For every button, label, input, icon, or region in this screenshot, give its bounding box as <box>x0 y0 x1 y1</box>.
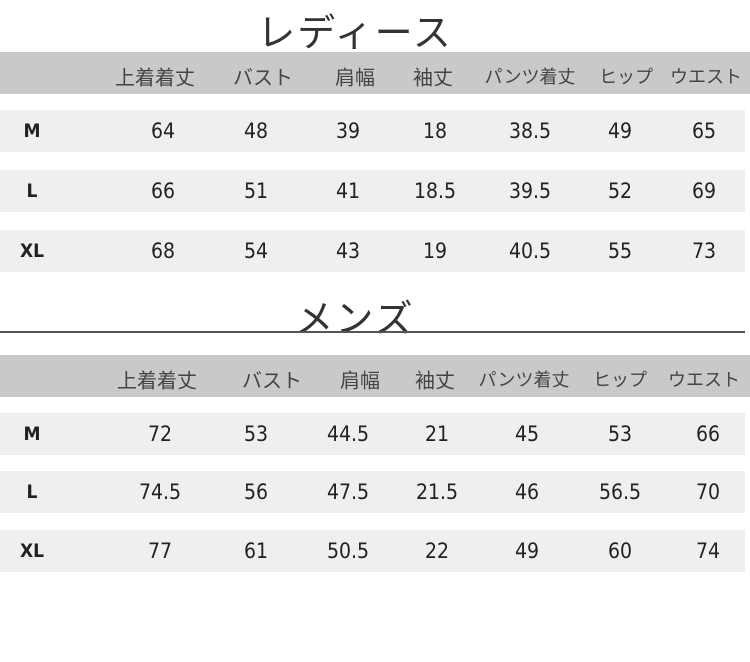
header-waist: ウエスト <box>668 370 740 392</box>
size-label: XL <box>19 240 45 262</box>
cell: 39 <box>335 119 361 143</box>
header-sleeve: 袖丈 <box>415 368 455 393</box>
table-row: M 64 48 39 18 38.5 49 65 <box>0 110 745 152</box>
size-label: M <box>23 120 41 142</box>
section-divider <box>0 331 745 333</box>
table-row: XL 68 54 43 19 40.5 55 73 <box>0 230 745 272</box>
header-waist: ウエスト <box>670 67 742 89</box>
cell: 49 <box>607 119 633 143</box>
cell: 70 <box>695 480 721 504</box>
cell: 44.5 <box>326 422 370 446</box>
cell: 50.5 <box>326 539 370 563</box>
header-pants-length: パンツ着丈 <box>484 67 576 89</box>
cell: 65 <box>691 119 717 143</box>
cell: 72 <box>147 422 173 446</box>
header-sleeve: 袖丈 <box>413 65 453 90</box>
cell: 45 <box>514 422 540 446</box>
table-row: L 74.5 56 47.5 21.5 46 56.5 70 <box>0 471 745 513</box>
cell: 66 <box>150 179 176 203</box>
cell: 19 <box>422 239 448 263</box>
header-hip: ヒップ <box>593 370 647 392</box>
header-hip: ヒップ <box>599 67 653 89</box>
cell: 73 <box>691 239 717 263</box>
cell: 48 <box>243 119 269 143</box>
table-row: M 72 53 44.5 21 45 53 66 <box>0 413 745 455</box>
header-bust: バスト <box>242 368 302 393</box>
ladies-title: レディース <box>257 11 453 55</box>
cell: 38.5 <box>508 119 552 143</box>
cell: 77 <box>147 539 173 563</box>
cell: 18.5 <box>413 179 457 203</box>
cell: 40.5 <box>508 239 552 263</box>
cell: 41 <box>335 179 361 203</box>
cell: 60 <box>607 539 633 563</box>
cell: 54 <box>243 239 269 263</box>
ladies-header-row: 上着着丈 バスト 肩幅 袖丈 パンツ着丈 ヒップ ウエスト <box>0 52 750 94</box>
cell: 69 <box>691 179 717 203</box>
size-label: L <box>26 481 38 503</box>
header-jacket-length: 上着着丈 <box>115 65 195 90</box>
cell: 56.5 <box>598 480 642 504</box>
size-label: L <box>26 180 38 202</box>
cell: 22 <box>424 539 450 563</box>
cell: 66 <box>695 422 721 446</box>
size-label: XL <box>19 540 45 562</box>
header-shoulder: 肩幅 <box>340 368 380 393</box>
cell: 55 <box>607 239 633 263</box>
header-bust: バスト <box>233 65 293 90</box>
header-jacket-length: 上着着丈 <box>117 368 197 393</box>
cell: 21.5 <box>415 480 459 504</box>
cell: 47.5 <box>326 480 370 504</box>
cell: 39.5 <box>508 179 552 203</box>
cell: 61 <box>243 539 269 563</box>
cell: 68 <box>150 239 176 263</box>
table-row: XL 77 61 50.5 22 49 60 74 <box>0 530 745 572</box>
mens-header-row: 上着着丈 バスト 肩幅 袖丈 パンツ着丈 ヒップ ウエスト <box>0 355 750 397</box>
cell: 46 <box>514 480 540 504</box>
cell: 53 <box>607 422 633 446</box>
cell: 18 <box>422 119 448 143</box>
cell: 53 <box>243 422 269 446</box>
cell: 51 <box>243 179 269 203</box>
cell: 43 <box>335 239 361 263</box>
header-pants-length: パンツ着丈 <box>478 370 570 392</box>
cell: 52 <box>607 179 633 203</box>
cell: 74.5 <box>138 480 182 504</box>
header-shoulder: 肩幅 <box>335 65 375 90</box>
cell: 74 <box>695 539 721 563</box>
mens-title: メンズ <box>295 297 415 341</box>
cell: 49 <box>514 539 540 563</box>
cell: 21 <box>424 422 450 446</box>
cell: 56 <box>243 480 269 504</box>
cell: 64 <box>150 119 176 143</box>
size-label: M <box>23 423 41 445</box>
table-row: L 66 51 41 18.5 39.5 52 69 <box>0 170 745 212</box>
